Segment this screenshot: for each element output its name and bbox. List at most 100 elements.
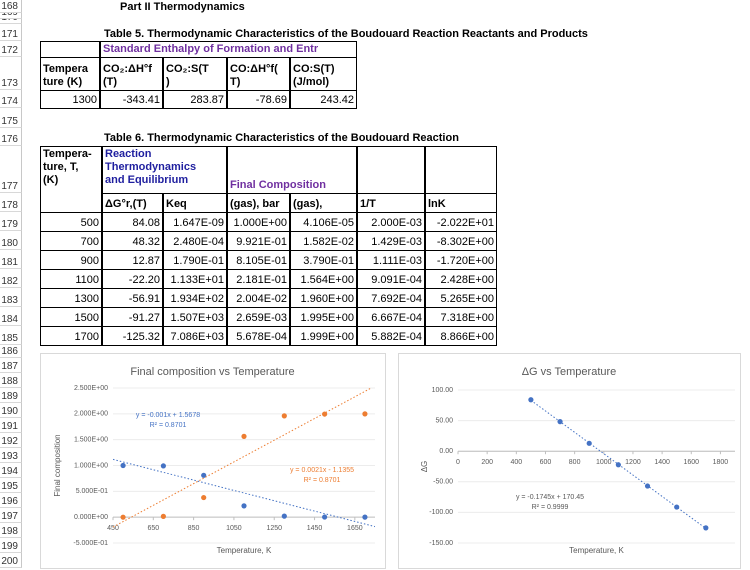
row-number: 194 [0, 463, 22, 478]
y-tick-label: 0.000E+00 [74, 514, 108, 521]
data-point [241, 503, 247, 509]
x-tick-label: 650 [147, 525, 159, 532]
table-cell: 1700 [40, 326, 102, 346]
row-number: 175 [0, 108, 22, 128]
row-number: 171 [0, 24, 22, 41]
column-header: Tempera- ture, T, (K) [40, 146, 102, 213]
x-tick-label: 200 [481, 459, 493, 466]
trendline-equation: y = -0.1745x + 170.45 [516, 494, 584, 501]
x-tick-label: 1600 [683, 459, 699, 466]
x-tick-label: 1250 [266, 525, 282, 532]
x-tick-label: 0 [456, 459, 460, 466]
y-tick-label: -5.000E-01 [73, 540, 108, 547]
table-cell: 243.42 [290, 90, 357, 109]
x-tick-label: 600 [540, 459, 552, 466]
data-point [362, 514, 368, 520]
data-point [674, 504, 680, 510]
trendline-equation: y = -0.001x + 1.5678 [136, 412, 200, 419]
row-number: 169 [0, 13, 22, 19]
row-number: 193 [0, 448, 22, 463]
row-number: 185 [0, 326, 22, 345]
trendline-r-squared: R² = 0.8701 [304, 477, 341, 484]
data-point [160, 463, 166, 469]
row-number: 176 [0, 128, 22, 146]
trendline [113, 388, 373, 528]
table-cell: 7.086E+03 [163, 326, 227, 346]
row-number: 168 [0, 0, 22, 13]
chart-title: Final composition vs Temperature [130, 366, 294, 378]
y-tick-label: 2.000E+00 [74, 411, 108, 418]
data-point [586, 440, 592, 446]
table-title: Table 6. Thermodynamic Characteristics o… [104, 132, 459, 144]
data-point [557, 419, 563, 425]
row-number: 170 [0, 19, 22, 24]
x-axis-title: Temperature, K [569, 546, 624, 555]
row-number: 200 [0, 553, 22, 568]
table-title: Table 5. Thermodynamic Characteristics o… [104, 28, 588, 40]
trendline-equation: y = 0.0021x - 1.1355 [290, 467, 354, 474]
row-number: 174 [0, 90, 22, 108]
y-tick-label: 100.00 [432, 387, 454, 394]
x-tick-label: 1000 [596, 459, 612, 466]
trendline [113, 458, 375, 528]
table-cell: 5.678E-04 [227, 326, 290, 346]
data-point [281, 413, 287, 419]
data-point [322, 411, 328, 417]
row-number: 172 [0, 41, 22, 57]
data-point [615, 462, 621, 468]
row-number: 184 [0, 307, 22, 326]
row-number: 189 [0, 388, 22, 403]
row-number: 191 [0, 418, 22, 433]
table-cell: -125.32 [102, 326, 163, 346]
x-tick-label: 1400 [654, 459, 670, 466]
row-number: 178 [0, 193, 22, 212]
y-tick-label: 1.500E+00 [74, 437, 108, 444]
data-point [528, 397, 534, 403]
row-number: 173 [0, 57, 22, 90]
row-number: 180 [0, 231, 22, 250]
row-number: 188 [0, 373, 22, 388]
table-cell: 1.999E+00 [290, 326, 357, 346]
row-number: 197 [0, 508, 22, 523]
y-tick-label: 0.00 [439, 448, 453, 455]
row-number: 186 [0, 345, 22, 358]
table-cell: 5.882E-04 [357, 326, 425, 346]
chart-title: ΔG vs Temperature [522, 366, 617, 378]
table-cell: -78.69 [227, 90, 290, 109]
data-point [201, 494, 207, 501]
trendline-r-squared: R² = 0.8701 [150, 422, 187, 429]
row-number: 199 [0, 538, 22, 553]
data-point [201, 472, 207, 478]
row-number: 182 [0, 269, 22, 288]
data-point [362, 411, 368, 417]
row-number: 190 [0, 403, 22, 418]
row-number: 179 [0, 212, 22, 231]
row-number: 196 [0, 493, 22, 508]
chart: ΔG vs Temperature Temperature, K ΔG -150.00… [398, 353, 741, 569]
part-title: Part II Thermodynamics [120, 1, 245, 13]
data-point [241, 433, 247, 439]
data-point [703, 525, 709, 531]
row-number: 181 [0, 250, 22, 269]
chart: Final composition vs Temperature Temperat… [40, 353, 386, 569]
x-tick-label: 800 [569, 459, 581, 466]
row-number: 198 [0, 523, 22, 538]
y-axis-title: ΔG [420, 461, 429, 473]
table-cell: 1300 [40, 90, 100, 109]
row-number: 177 [0, 146, 22, 193]
chart-frame [40, 353, 386, 569]
x-tick-label: 1650 [347, 525, 363, 532]
table-cell: 8.866E+00 [425, 326, 497, 346]
column-header: (gas), bar [227, 193, 290, 213]
data-point [644, 483, 651, 489]
x-tick-label: 1200 [625, 459, 641, 466]
row-number: 187 [0, 358, 22, 373]
x-tick-label: 1050 [226, 525, 242, 532]
data-point [120, 462, 126, 469]
x-tick-label: 1450 [307, 525, 323, 532]
y-tick-label: -50.00 [433, 479, 453, 486]
data-point [160, 513, 166, 519]
x-tick-label: 400 [510, 459, 522, 466]
